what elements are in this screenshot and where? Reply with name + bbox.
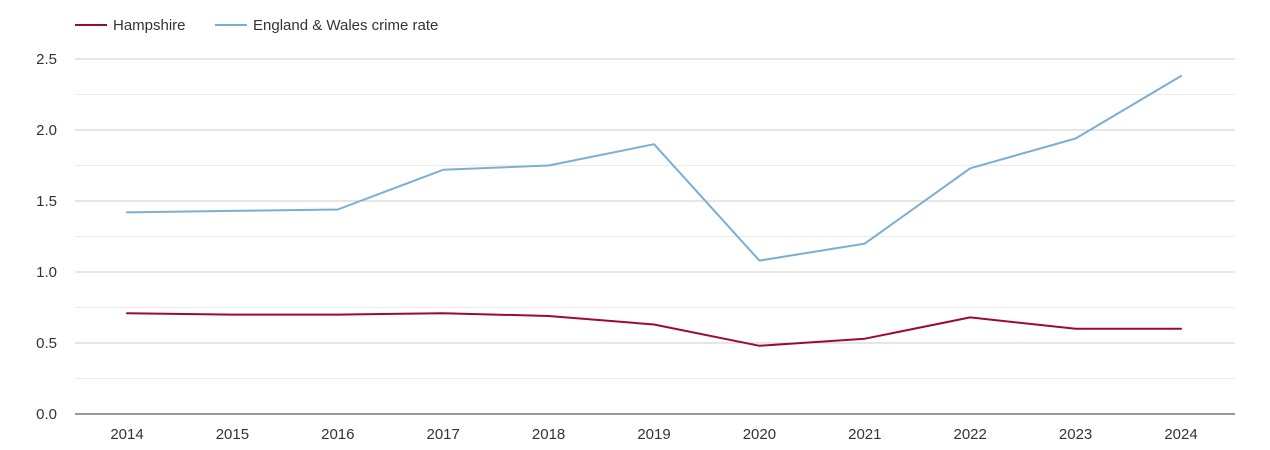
x-tick-label: 2014 xyxy=(110,426,143,443)
y-axis: 0.0 0.5 1.0 1.5 2.0 2.5 xyxy=(36,51,57,423)
legend-item-hampshire[interactable]: Hampshire xyxy=(75,17,186,34)
legend-label-hampshire: Hampshire xyxy=(113,17,186,34)
x-tick-label: 2020 xyxy=(743,426,776,443)
series-line-england-wales-crime-rate xyxy=(126,75,1182,262)
y-tick-label: 0.0 xyxy=(36,406,57,423)
gridlines xyxy=(75,58,1235,379)
legend-label-england-wales: England & Wales crime rate xyxy=(253,17,438,34)
legend: Hampshire England & Wales crime rate xyxy=(75,17,438,34)
y-tick-label: 1.0 xyxy=(36,264,57,281)
x-axis: 2014 2015 2016 2017 2018 2019 2020 2021 2022 2023… xyxy=(75,413,1235,443)
y-tick-label: 2.0 xyxy=(36,122,57,139)
x-tick-label: 2015 xyxy=(216,426,249,443)
x-tick-label: 2019 xyxy=(637,426,670,443)
x-tick-label: 2024 xyxy=(1164,426,1197,443)
y-tick-label: 0.5 xyxy=(36,335,57,352)
x-tick-label: 2022 xyxy=(954,426,987,443)
x-tick-label: 2023 xyxy=(1059,426,1092,443)
series-line-hampshire xyxy=(126,312,1182,347)
x-tick-label: 2017 xyxy=(427,426,460,443)
series-layer xyxy=(126,75,1182,347)
y-tick-label: 2.5 xyxy=(36,51,57,68)
x-tick-label: 2016 xyxy=(321,426,354,443)
legend-item-england-wales[interactable]: England & Wales crime rate xyxy=(215,17,438,34)
y-tick-label: 1.5 xyxy=(36,193,57,210)
x-tick-label: 2018 xyxy=(532,426,565,443)
x-tick-label: 2021 xyxy=(848,426,881,443)
